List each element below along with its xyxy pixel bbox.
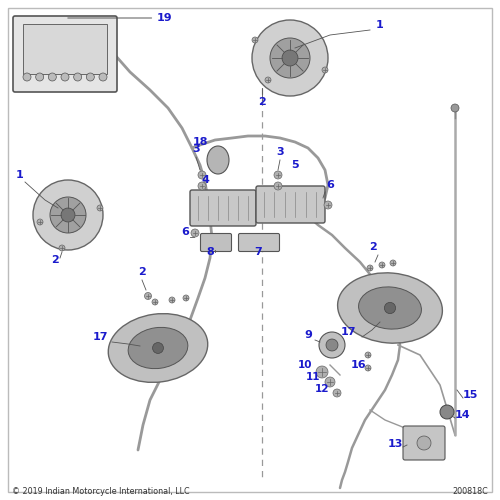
Circle shape bbox=[274, 171, 282, 179]
Circle shape bbox=[61, 73, 69, 81]
Circle shape bbox=[191, 229, 199, 237]
Text: 12: 12 bbox=[315, 384, 329, 394]
Circle shape bbox=[365, 365, 371, 371]
Circle shape bbox=[325, 377, 335, 387]
Ellipse shape bbox=[207, 146, 229, 174]
Circle shape bbox=[33, 180, 103, 250]
Circle shape bbox=[252, 20, 328, 96]
Text: 4: 4 bbox=[201, 175, 209, 185]
Bar bbox=[23, 24, 107, 74]
FancyBboxPatch shape bbox=[238, 234, 280, 252]
Circle shape bbox=[183, 295, 189, 301]
Circle shape bbox=[367, 265, 373, 271]
Text: © 2019 Indian Motorcycle International, LLC: © 2019 Indian Motorcycle International, … bbox=[12, 488, 190, 496]
FancyBboxPatch shape bbox=[200, 234, 232, 252]
Circle shape bbox=[59, 245, 65, 251]
Text: 6: 6 bbox=[326, 180, 334, 190]
FancyBboxPatch shape bbox=[403, 426, 445, 460]
Circle shape bbox=[379, 262, 385, 268]
Text: 19: 19 bbox=[68, 13, 173, 23]
Text: 13: 13 bbox=[388, 439, 402, 449]
FancyBboxPatch shape bbox=[13, 16, 117, 92]
Circle shape bbox=[97, 205, 103, 211]
Circle shape bbox=[282, 50, 298, 66]
Circle shape bbox=[440, 405, 454, 419]
Circle shape bbox=[326, 339, 338, 351]
Circle shape bbox=[270, 38, 310, 78]
FancyBboxPatch shape bbox=[190, 190, 256, 226]
Circle shape bbox=[152, 299, 158, 305]
Text: 3: 3 bbox=[192, 144, 200, 154]
Circle shape bbox=[23, 73, 31, 81]
Text: 5: 5 bbox=[291, 160, 299, 170]
Circle shape bbox=[152, 342, 164, 353]
Text: 2: 2 bbox=[138, 267, 146, 277]
Text: 1: 1 bbox=[376, 20, 384, 30]
Text: 6: 6 bbox=[181, 227, 189, 237]
Ellipse shape bbox=[338, 273, 442, 343]
Text: 8: 8 bbox=[206, 247, 214, 257]
Circle shape bbox=[384, 302, 396, 314]
Text: 9: 9 bbox=[304, 330, 312, 340]
Circle shape bbox=[99, 73, 107, 81]
Circle shape bbox=[333, 389, 341, 397]
Text: 16: 16 bbox=[350, 360, 366, 370]
Circle shape bbox=[390, 260, 396, 266]
Ellipse shape bbox=[108, 314, 208, 382]
Text: 14: 14 bbox=[454, 410, 470, 420]
Circle shape bbox=[48, 73, 56, 81]
Text: 2: 2 bbox=[258, 97, 266, 107]
Text: 11: 11 bbox=[306, 372, 320, 382]
Text: 200818C: 200818C bbox=[452, 488, 488, 496]
Ellipse shape bbox=[128, 328, 188, 368]
Circle shape bbox=[169, 297, 175, 303]
Circle shape bbox=[365, 352, 371, 358]
Circle shape bbox=[324, 201, 332, 209]
Circle shape bbox=[252, 37, 258, 43]
Circle shape bbox=[451, 104, 459, 112]
Circle shape bbox=[322, 67, 328, 73]
Circle shape bbox=[198, 171, 206, 179]
Text: 10: 10 bbox=[298, 360, 312, 370]
Text: 17: 17 bbox=[92, 332, 108, 342]
Circle shape bbox=[50, 197, 86, 233]
Text: 18: 18 bbox=[192, 137, 208, 147]
Text: 2: 2 bbox=[51, 255, 59, 265]
Circle shape bbox=[37, 219, 43, 225]
Circle shape bbox=[74, 73, 82, 81]
FancyBboxPatch shape bbox=[256, 186, 325, 223]
Text: 7: 7 bbox=[254, 247, 262, 257]
Text: 1: 1 bbox=[16, 170, 24, 180]
Circle shape bbox=[265, 77, 271, 83]
Circle shape bbox=[417, 436, 431, 450]
Circle shape bbox=[319, 332, 345, 358]
Circle shape bbox=[36, 73, 44, 81]
Circle shape bbox=[61, 208, 75, 222]
Text: 17: 17 bbox=[340, 327, 356, 337]
Text: 15: 15 bbox=[462, 390, 477, 400]
Text: 3: 3 bbox=[276, 147, 284, 157]
Circle shape bbox=[198, 182, 206, 190]
Ellipse shape bbox=[358, 287, 422, 329]
Circle shape bbox=[274, 182, 282, 190]
Circle shape bbox=[144, 292, 152, 300]
Circle shape bbox=[86, 73, 94, 81]
Circle shape bbox=[316, 366, 328, 378]
Text: 2: 2 bbox=[369, 242, 377, 252]
